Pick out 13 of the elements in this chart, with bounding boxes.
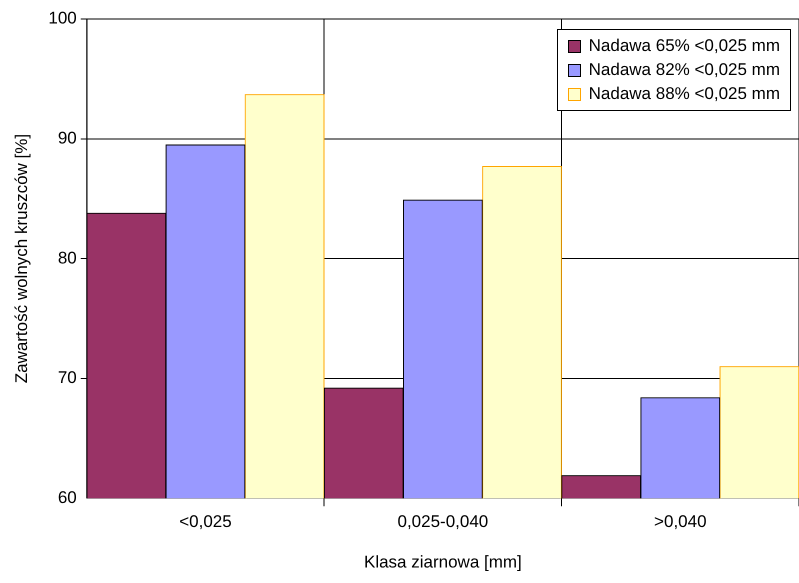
legend-label: Nadawa 65% <0,025 mm <box>588 35 780 57</box>
x-tick-label: <0,025 <box>179 512 232 532</box>
x-axis-title: Klasa ziarnowa [mm] <box>364 552 522 572</box>
y-tick-label: 90 <box>58 128 77 148</box>
y-tick-label: 100 <box>48 8 77 28</box>
legend-label: Nadawa 82% <0,025 mm <box>588 59 780 81</box>
x-tick-label: 0,025-0,040 <box>398 512 488 532</box>
legend-label: Nadawa 88% <0,025 mm <box>588 83 780 105</box>
y-tick-label: 60 <box>58 488 77 507</box>
x-tick-label: >0,040 <box>654 512 707 532</box>
y-tick-label: 80 <box>58 248 77 268</box>
y-tick-label: 70 <box>58 368 77 388</box>
y-axis-title: Zawartość wolnych kruszców [%] <box>12 134 31 384</box>
